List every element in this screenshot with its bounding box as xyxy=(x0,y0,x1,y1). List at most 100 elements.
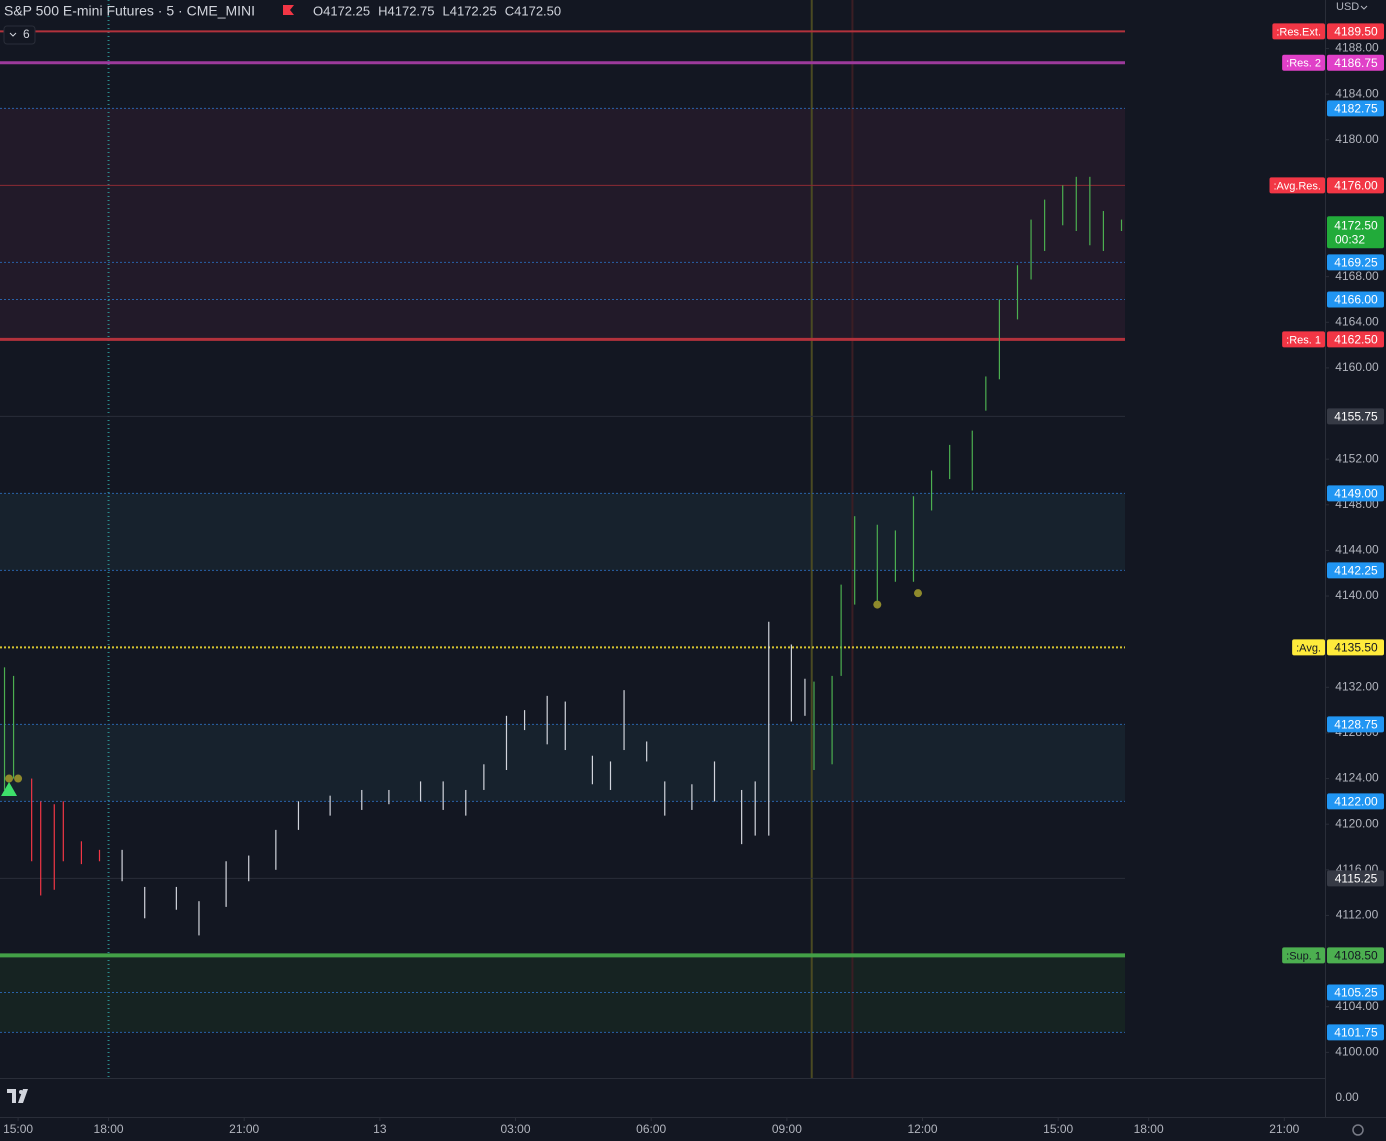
tv-logo xyxy=(7,1089,28,1103)
zone xyxy=(0,724,1125,802)
indicator-caret xyxy=(9,32,17,37)
level-name-box xyxy=(1292,639,1325,656)
zone xyxy=(0,108,1125,340)
level-name: :Sup. 1 xyxy=(1286,950,1321,962)
y-tick-label: 4152.00 xyxy=(1335,451,1379,465)
price-label: 4108.50 xyxy=(1334,949,1378,963)
level-name-box xyxy=(1269,177,1325,194)
y-tick-label: 4132.00 xyxy=(1335,679,1379,693)
price-label-box xyxy=(1327,947,1384,964)
price-label: 4101.75 xyxy=(1334,1026,1378,1040)
y-tick-label: 4112.00 xyxy=(1336,908,1379,922)
countdown: 00:32 xyxy=(1335,232,1365,246)
price-label: 4166.00 xyxy=(1334,293,1378,307)
x-tick-label: 13 xyxy=(373,1122,387,1136)
level-name-box xyxy=(1282,331,1325,348)
price-label: 4142.25 xyxy=(1334,564,1378,578)
y-tick-label: 4188.00 xyxy=(1335,41,1379,55)
price-label-box xyxy=(1327,54,1384,71)
level-name-tag: :Res.Ext. xyxy=(1272,23,1325,40)
price-label: 4189.50 xyxy=(1334,25,1378,39)
y-tick-label: 4164.00 xyxy=(1335,314,1379,328)
level-name-tag: :Res. 1 xyxy=(1282,331,1325,348)
x-tick-label: 18:00 xyxy=(94,1122,124,1136)
price-label-box xyxy=(1327,1024,1384,1041)
x-tick-label: 12:00 xyxy=(908,1122,938,1136)
y-tick-label: 4144.00 xyxy=(1335,543,1379,557)
price-label-box xyxy=(1327,793,1384,810)
x-tick-label: 03:00 xyxy=(501,1122,531,1136)
signal-dot xyxy=(14,774,23,783)
level-name: :Res. 2 xyxy=(1286,58,1321,70)
ohlc-value: O4172.25 xyxy=(313,3,370,18)
settings-icon[interactable] xyxy=(1352,1124,1364,1136)
y-tick-label: 4100.00 xyxy=(1335,1045,1379,1059)
price-label: 4186.75 xyxy=(1334,56,1378,70)
x-tick-label: 15:00 xyxy=(3,1122,33,1136)
price-label: 4176.00 xyxy=(1334,179,1378,193)
y-tick-label: 4180.00 xyxy=(1335,132,1379,146)
price-label-box xyxy=(1327,331,1384,348)
price-label-box xyxy=(1327,984,1384,1001)
x-tick-label: 15:00 xyxy=(1043,1122,1073,1136)
level-name: :Avg.Res. xyxy=(1274,180,1322,192)
price-label-box xyxy=(1327,100,1384,117)
lower-pane-label: 0.00 xyxy=(1335,1090,1359,1104)
price-label: 4122.00 xyxy=(1334,795,1378,809)
price-label: 4105.25 xyxy=(1334,986,1378,1000)
signal-dot xyxy=(873,600,882,609)
chart-title: S&P 500 E-mini Futures · 5 · CME_MINI xyxy=(4,3,255,19)
y-tick-label: 4104.00 xyxy=(1335,999,1379,1013)
x-tick-label: 09:00 xyxy=(772,1122,802,1136)
zone xyxy=(0,955,1125,1033)
y-tick-label: 4140.00 xyxy=(1335,588,1379,602)
y-tick-label: 4120.00 xyxy=(1335,816,1379,830)
price-label: 4149.00 xyxy=(1334,487,1378,501)
level-name-tag: :Sup. 1 xyxy=(1282,947,1325,964)
level-name-tag: :Avg. xyxy=(1292,639,1325,656)
signal-triangle xyxy=(1,781,18,796)
currency-caret xyxy=(1360,5,1368,10)
level-name-box xyxy=(1282,54,1325,71)
x-tick-label: 18:00 xyxy=(1134,1122,1164,1136)
level-name-tag: :Res. 2 xyxy=(1282,54,1325,71)
price-label-box xyxy=(1327,408,1384,425)
level-name: :Res.Ext. xyxy=(1276,26,1321,38)
price-label: 4169.25 xyxy=(1334,256,1378,270)
price-label-box xyxy=(1327,485,1384,502)
price-label-box xyxy=(1327,254,1384,271)
price-label-box xyxy=(1327,23,1384,40)
price-label: 4128.75 xyxy=(1334,718,1378,732)
last-price: 4172.50 xyxy=(1334,218,1378,232)
plot-layer xyxy=(0,0,1125,1078)
flag-icon[interactable] xyxy=(283,5,294,15)
y-tick-label: 4160.00 xyxy=(1335,360,1379,374)
indicator-toggle[interactable] xyxy=(3,25,36,45)
x-tick-label: 06:00 xyxy=(636,1122,666,1136)
signal-dot xyxy=(5,774,14,783)
level-name: :Avg. xyxy=(1296,642,1321,654)
price-label-box xyxy=(1327,291,1384,308)
y-tick-label: 4124.00 xyxy=(1335,771,1379,785)
level-name-box xyxy=(1282,947,1325,964)
currency[interactable]: USD xyxy=(1336,1,1359,13)
indicator-count: 6 xyxy=(23,27,30,41)
x-tick-label: 21:00 xyxy=(1269,1122,1299,1136)
level-name-box xyxy=(1272,23,1325,40)
price-label-box xyxy=(1327,716,1384,733)
level-name-tag: :Avg.Res. xyxy=(1269,177,1325,194)
ohlc-value: C4172.50 xyxy=(505,3,561,18)
y-tick-label: 4168.00 xyxy=(1335,269,1379,283)
y-tick-label: 4184.00 xyxy=(1335,86,1379,100)
price-label: 4115.25 xyxy=(1335,872,1378,886)
price-label: 4155.75 xyxy=(1334,410,1378,424)
ohlc-value: L4172.25 xyxy=(443,3,497,18)
price-label: 4162.50 xyxy=(1334,333,1378,347)
price-label: 4182.75 xyxy=(1334,102,1378,116)
zone xyxy=(0,493,1125,571)
price-label-box xyxy=(1327,177,1384,194)
price-label-box xyxy=(1327,562,1384,579)
price-label-box xyxy=(1327,639,1384,656)
